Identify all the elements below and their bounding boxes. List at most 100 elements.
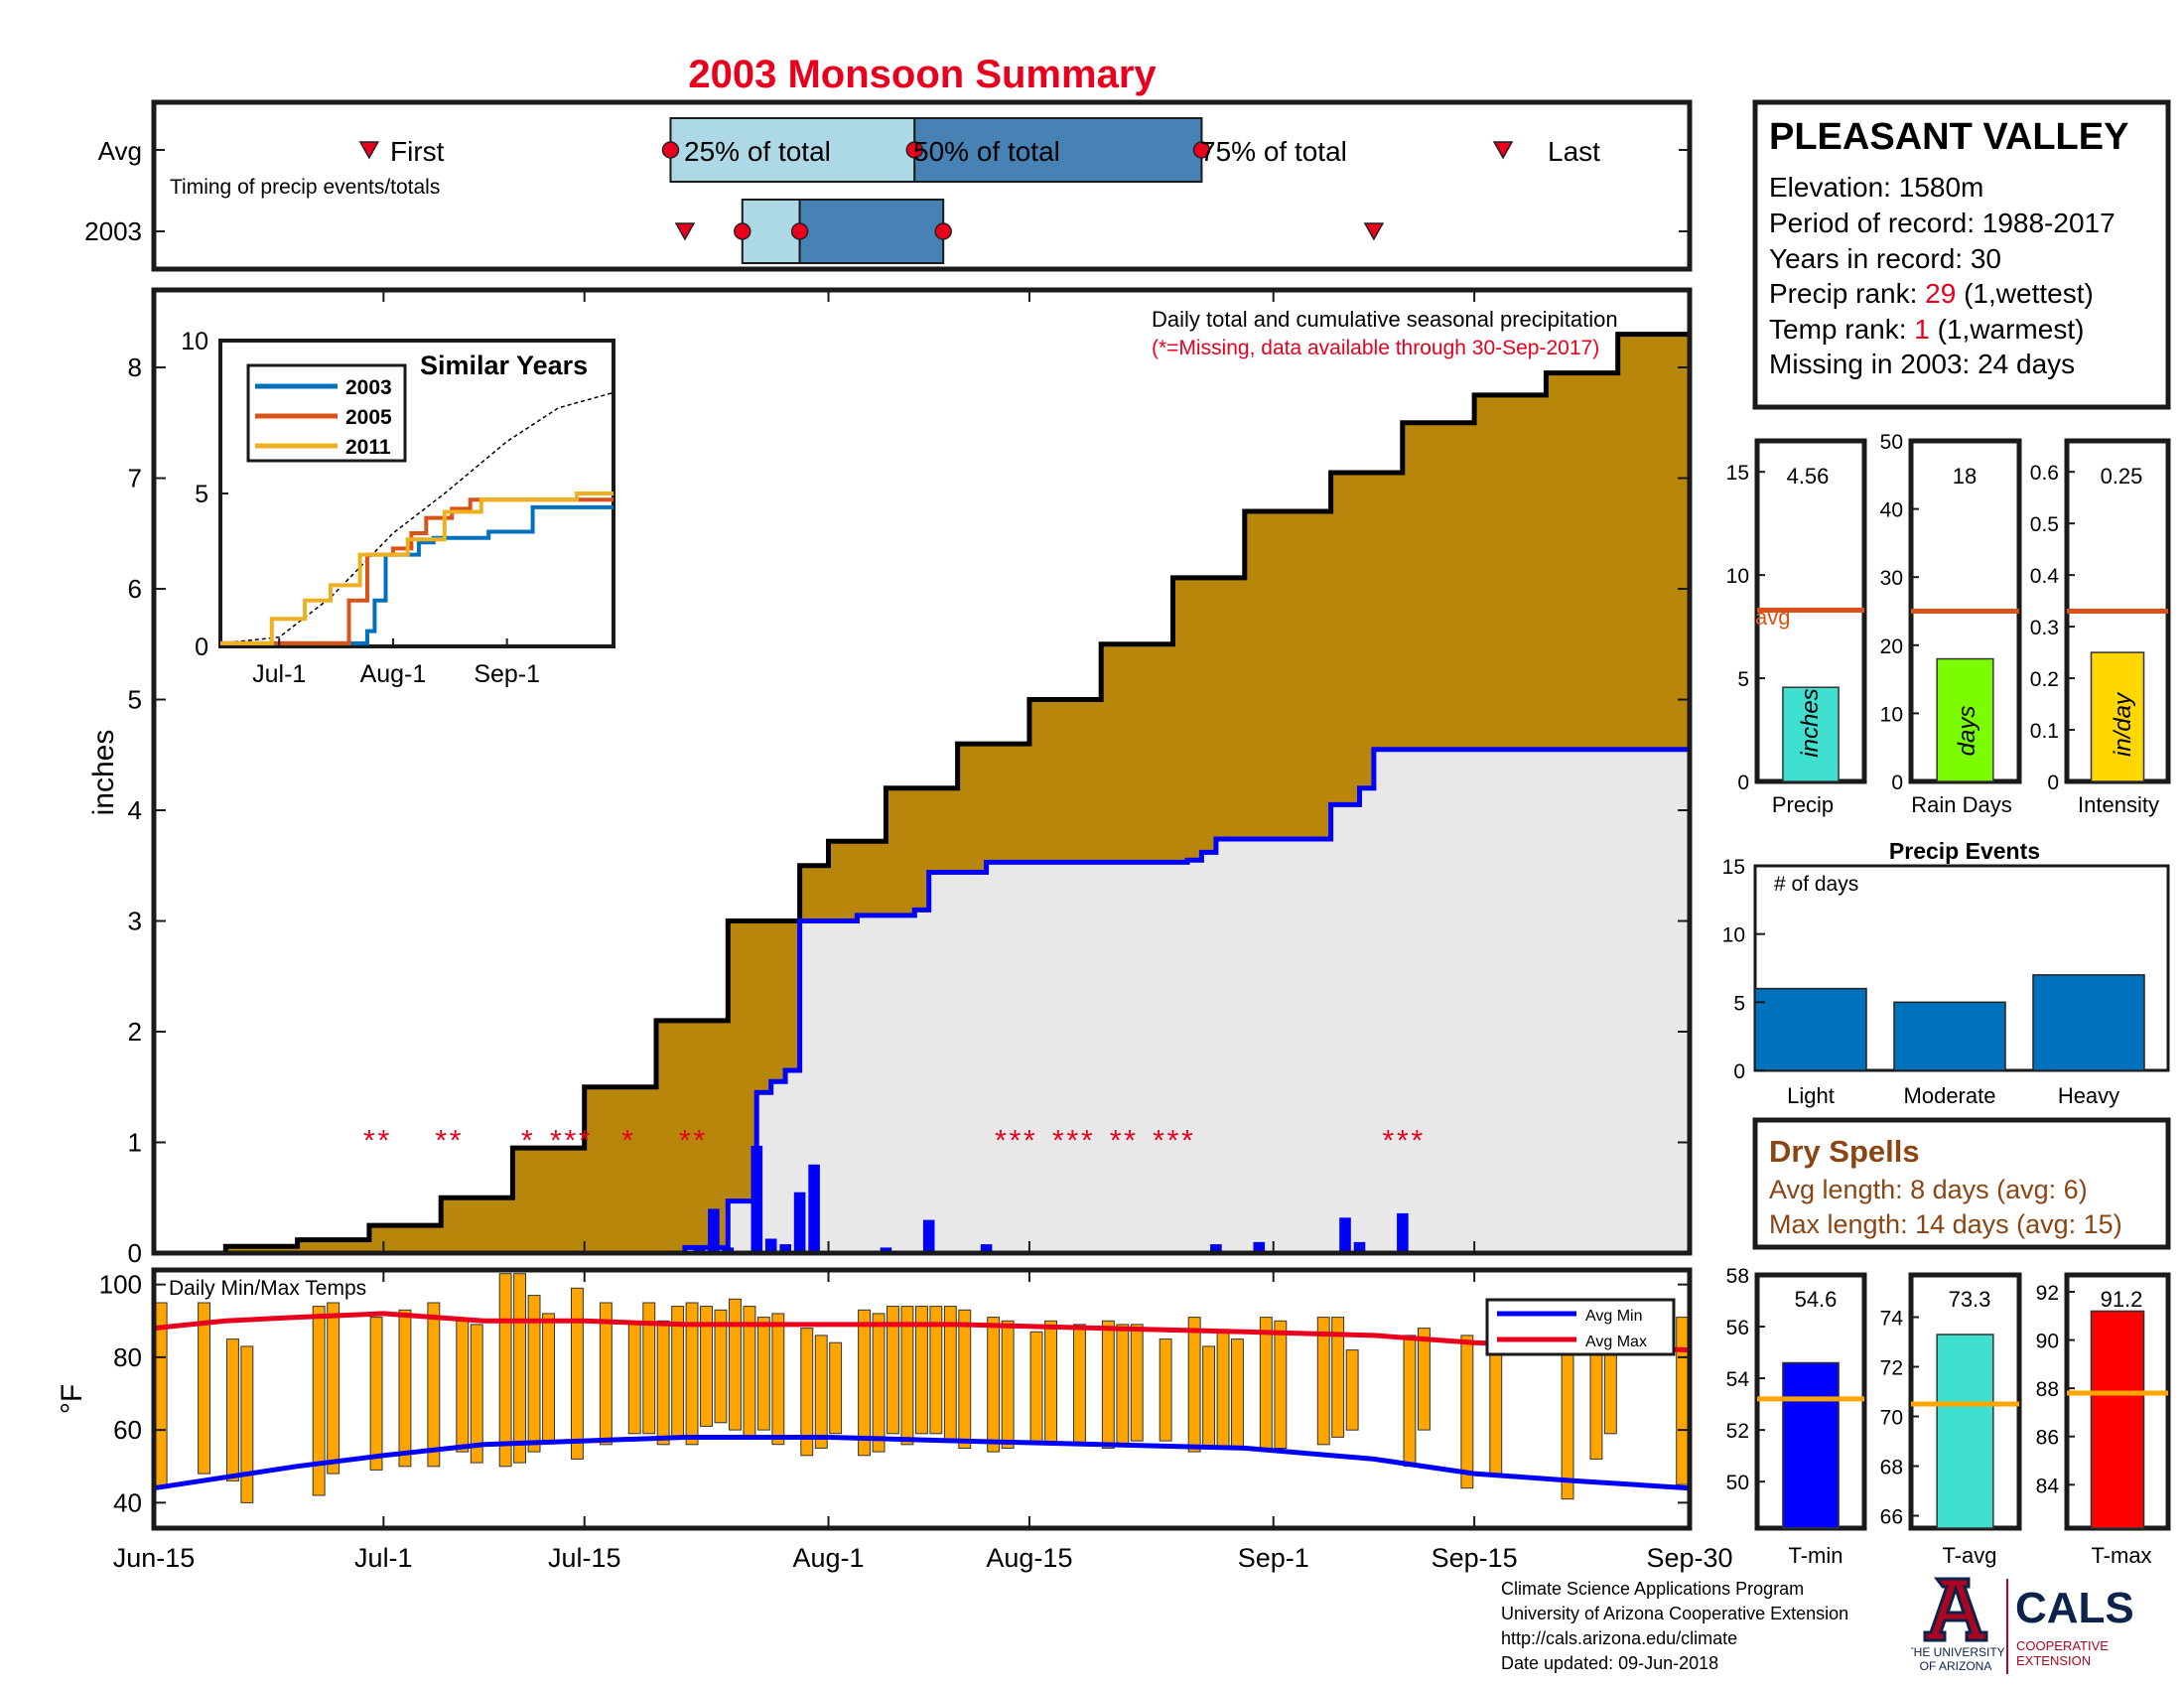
tmin-bar-label: T-min xyxy=(1789,1543,1843,1568)
daily-temp-range-bar xyxy=(1460,1335,1474,1489)
daily-temp-range-bar xyxy=(312,1306,326,1496)
daily-temp-range-bar xyxy=(1589,1341,1603,1460)
daily-temp-range-bar xyxy=(498,1273,512,1468)
daily-temp-range-bar xyxy=(1216,1331,1230,1450)
daily-temp-range-bar xyxy=(1101,1320,1115,1450)
daily-temp-range-bar xyxy=(398,1309,412,1468)
precip-plot-area: * * * * * * * * * * * * * * * * * * * * * * * * * xyxy=(154,332,1693,1256)
timing-first-last-marker xyxy=(674,222,696,241)
precip-y-tick-label: 5 xyxy=(128,685,142,715)
precip-bar-label: Precip xyxy=(1772,792,1834,817)
raindays-summary-tick-label: 0 xyxy=(1891,772,1903,794)
raindays-summary-bar xyxy=(1936,657,1994,782)
daily-precip-bar xyxy=(880,1247,892,1253)
daily-temp-range-bar xyxy=(327,1302,341,1475)
inset-y-tick-label: 10 xyxy=(181,328,208,355)
temp-rank-value: 1 xyxy=(1914,314,1930,345)
tmin-summary-tick-label: 56 xyxy=(1726,1317,1749,1339)
daily-temp-range-bar xyxy=(829,1341,843,1435)
events-category-label: Heavy xyxy=(2058,1083,2119,1108)
timing-year-row xyxy=(674,199,1385,264)
missing-day-marker: * xyxy=(679,1124,691,1157)
missing-day-marker: * xyxy=(1383,1124,1395,1157)
daily-temp-range-bar xyxy=(1489,1335,1503,1475)
footer-credits: Climate Science Applications Program Uni… xyxy=(1501,1577,1848,1676)
daily-temp-range-bar xyxy=(154,1302,168,1489)
timing-box-25-50 xyxy=(669,117,916,183)
missing-day-marker: * xyxy=(1110,1124,1122,1157)
daily-temp-range-bar xyxy=(599,1302,613,1446)
tavg-summary-bar xyxy=(1936,1334,1994,1529)
ua-wordmark-line2: OF ARIZONA xyxy=(1920,1659,1992,1673)
daily-temp-range-bar xyxy=(1259,1317,1273,1449)
daily-precip-bar xyxy=(722,1247,735,1253)
events-title: Precip Events xyxy=(1889,838,2040,864)
inset-plot-area xyxy=(219,391,614,645)
events-bar-heavy xyxy=(2032,974,2145,1071)
raindays-summary-tick-label: 20 xyxy=(1880,635,1903,658)
daily-temp-range-bar xyxy=(915,1306,928,1435)
tmax-bar-value: 91.2 xyxy=(2101,1287,2143,1312)
x-tick-label: Jun-15 xyxy=(113,1543,196,1573)
temperature-summary-bars: 50 52 54 56 58 66 68 70 72 74 84 86 88 90 92 xyxy=(1726,1265,2171,1531)
daily-temp-range-bar xyxy=(700,1306,713,1427)
daily-temp-range-bar xyxy=(929,1306,943,1435)
x-tick-label: Sep-15 xyxy=(1432,1543,1518,1573)
daily-precip-bar xyxy=(1253,1241,1266,1253)
tavg-summary-tick-label: 66 xyxy=(1880,1506,1903,1529)
tavg-summary-tick-label: 72 xyxy=(1880,1357,1903,1380)
events-ylabel: # of days xyxy=(1774,873,1858,896)
ua-block-a-logo xyxy=(1923,1577,1988,1642)
tavg-summary-tick-label: 74 xyxy=(1880,1308,1904,1331)
dry-spells-max: Max length: 14 days (avg: 15) xyxy=(1769,1209,2122,1239)
missing-day-marker: * xyxy=(363,1124,375,1157)
x-tick-label: Sep-1 xyxy=(1238,1543,1309,1573)
raindays-bar-value: 18 xyxy=(1953,464,1977,489)
daily-temp-range-bar xyxy=(1029,1331,1043,1446)
daily-precip-bar xyxy=(980,1244,993,1253)
daily-temp-range-bar xyxy=(1316,1317,1330,1446)
university-logos: THE UNIVERSITY OF ARIZONA CALS COOPERATI… xyxy=(1911,1577,2134,1674)
tmax-summary-tick-label: 90 xyxy=(2036,1331,2059,1353)
tmax-summary-tick-label: 92 xyxy=(2036,1282,2059,1305)
timing-first-label: First xyxy=(390,136,445,167)
timing-box-50-75 xyxy=(913,117,1203,183)
precip-y-tick-label: 2 xyxy=(128,1017,142,1047)
timing-first-last-marker xyxy=(358,141,380,160)
dry-spells-box: Dry Spells Avg length: 8 days (avg: 6) M… xyxy=(1752,1117,2171,1250)
daily-precip-bar xyxy=(808,1164,820,1253)
inset-series-2003 xyxy=(220,504,614,645)
x-tick-label: Aug-15 xyxy=(986,1543,1072,1573)
tavg-bar-value: 73.3 xyxy=(1949,1287,1991,1312)
inset-legend: 2003 2005 2011 xyxy=(255,376,392,459)
tmin-summary-tick-label: 50 xyxy=(1726,1472,1749,1494)
daily-temp-range-bar xyxy=(1231,1338,1244,1449)
tmin-bar-value: 54.6 xyxy=(1795,1287,1838,1312)
daily-temp-range-bar xyxy=(1073,1324,1086,1446)
avg-max-temp-line xyxy=(153,1311,1691,1353)
tavg-summary-tick-label: 68 xyxy=(1880,1457,1903,1479)
events-y-tick-label: 15 xyxy=(1722,856,1745,879)
daily-temp-range-bar xyxy=(527,1295,541,1453)
missing-day-marker: * xyxy=(1124,1124,1136,1157)
intensity-summary-tick-label: 0.1 xyxy=(2030,720,2059,743)
intensity-bar-value: 0.25 xyxy=(2101,464,2143,489)
daily-temp-range-bar xyxy=(1001,1320,1015,1450)
daily-temp-range-bar xyxy=(800,1328,814,1457)
raindays-summary-tick-label: 40 xyxy=(1880,499,1903,522)
timing-percentile-dot xyxy=(905,141,924,159)
events-bar-light xyxy=(1754,987,1867,1071)
raindays-summary-tick-label: 50 xyxy=(1880,431,1903,454)
precip-summary-tick-label: 5 xyxy=(1737,668,1749,691)
timing-p50-label: 50% of total xyxy=(913,136,1060,167)
timing-first-last-marker xyxy=(1492,141,1514,160)
daily-temp-range-bar xyxy=(542,1313,555,1442)
missing-day-marker: * xyxy=(694,1124,706,1157)
events-plot-area: Light Moderate Heavy 0 5 10 15 xyxy=(1722,856,2145,1108)
precip-rank-value: 29 xyxy=(1925,278,1956,309)
intensity-summary-tick-label: 0.2 xyxy=(2030,668,2059,691)
raindays-bar-label: Rain Days xyxy=(1911,792,2011,817)
precip-note: Daily total and cumulative seasonal prec… xyxy=(1152,307,1618,332)
x-tick-label: Sep-30 xyxy=(1646,1543,1732,1573)
